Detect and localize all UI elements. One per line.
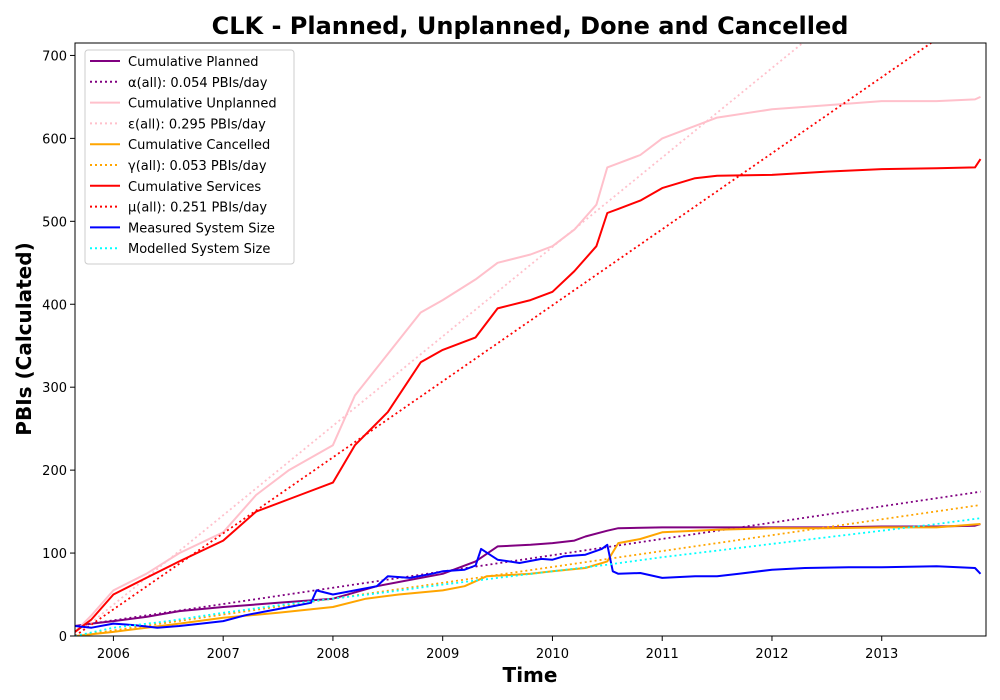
x-tick-label: 2009 — [426, 647, 459, 662]
series-line-0 — [75, 523, 981, 627]
legend-label: α(all): 0.054 PBIs/day — [128, 76, 268, 91]
y-tick-label: 500 — [42, 215, 67, 230]
y-axis-label: PBIs (Calculated) — [12, 242, 36, 435]
x-tick-label: 2010 — [536, 647, 569, 662]
legend-label: Cumulative Cancelled — [128, 138, 270, 153]
x-axis-label: Time — [503, 663, 558, 687]
legend-label: μ(all): 0.251 PBIs/day — [128, 201, 267, 216]
x-tick-label: 2011 — [646, 647, 679, 662]
y-tick-label: 100 — [42, 547, 67, 562]
y-tick-label: 300 — [42, 381, 67, 396]
x-tick-label: 2008 — [316, 647, 349, 662]
x-tick-label: 2006 — [97, 647, 130, 662]
series-line-6 — [75, 158, 982, 633]
series-line-3 — [75, 43, 804, 636]
legend: Cumulative Planned α(all): 0.054 PBIs/day… — [84, 49, 295, 265]
x-tick-label: 2013 — [865, 647, 898, 662]
series-line-8 — [75, 543, 982, 629]
y-tick-label: 400 — [42, 298, 67, 313]
series-line-4 — [75, 523, 981, 636]
plot-frame — [74, 42, 987, 637]
legend-label: Measured System Size — [128, 221, 275, 236]
legend-label: Cumulative Unplanned — [128, 97, 277, 112]
legend-label: γ(all): 0.053 PBIs/day — [128, 159, 267, 174]
axes-layer: 2006 2007 2008 2009 2010 2011 2012 2013 0 100 200 3… — [42, 42, 987, 662]
legend-label: ε(all): 0.295 PBIs/day — [128, 117, 266, 132]
y-tick-label: 200 — [42, 464, 67, 479]
legend-label: Cumulative Services — [128, 180, 261, 195]
series-line-1 — [75, 490, 981, 627]
legend-box — [84, 49, 295, 265]
y-tick-label: 600 — [42, 132, 67, 147]
series-line-9 — [75, 517, 981, 636]
legend-label: Modelled System Size — [128, 242, 270, 257]
series-layer — [75, 43, 982, 636]
y-tick-label: 0 — [59, 630, 67, 645]
x-tick-label: 2012 — [755, 647, 788, 662]
x-tick-label: 2007 — [207, 647, 240, 662]
legend-label: Cumulative Planned — [128, 55, 258, 70]
chart-title: CLK - Planned, Unplanned, Done and Cance… — [212, 12, 849, 40]
y-tick-label: 700 — [42, 49, 67, 64]
series-line-7 — [75, 43, 932, 636]
